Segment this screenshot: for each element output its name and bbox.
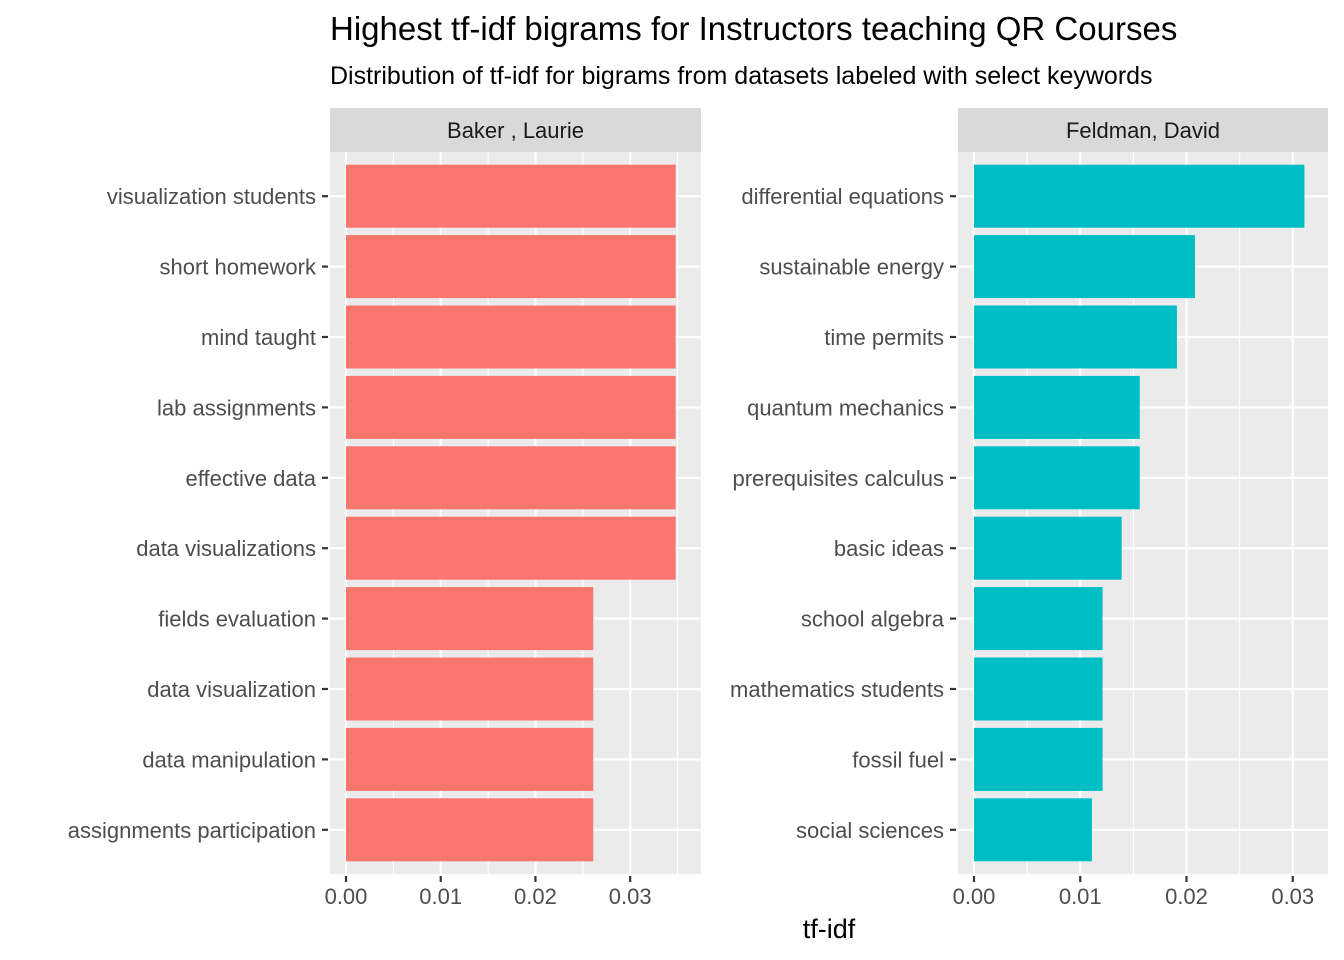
x-tick-label: 0.03 xyxy=(609,884,652,909)
bar xyxy=(974,587,1103,651)
category-label: visualization students xyxy=(107,184,316,209)
bar xyxy=(974,164,1305,228)
category-label: social sciences xyxy=(796,818,944,843)
x-tick-label: 0.00 xyxy=(953,884,996,909)
chart-title: Highest tf-idf bigrams for Instructors t… xyxy=(330,10,1177,47)
facet-panel-1: Baker , Laurie visualization students shor… xyxy=(68,108,701,909)
category-label: data manipulation xyxy=(142,747,316,772)
bar xyxy=(346,446,676,510)
bar xyxy=(346,727,594,791)
category-label: mind taught xyxy=(201,325,316,350)
x-tick-label: 0.03 xyxy=(1271,884,1314,909)
bar xyxy=(346,305,676,369)
facet-strip xyxy=(958,108,1328,152)
bar xyxy=(974,657,1103,721)
chart-subtitle: Distribution of tf-idf for bigrams from … xyxy=(330,62,1153,90)
bar xyxy=(974,727,1103,791)
category-label: school algebra xyxy=(801,607,945,632)
category-label: lab assignments xyxy=(157,395,316,420)
category-label: mathematics students xyxy=(730,677,944,702)
category-label: effective data xyxy=(186,466,317,491)
bar xyxy=(974,235,1195,299)
category-label: prerequisites calculus xyxy=(732,466,944,491)
x-tick-label: 0.02 xyxy=(514,884,557,909)
category-label: basic ideas xyxy=(834,536,944,561)
category-label: differential equations xyxy=(741,184,944,209)
facet-strip-label: Baker , Laurie xyxy=(447,118,584,143)
bar xyxy=(974,375,1140,439)
bar xyxy=(346,375,676,439)
category-label: short homework xyxy=(159,255,317,280)
bar xyxy=(974,446,1140,510)
category-label: fields evaluation xyxy=(158,607,316,632)
bar xyxy=(346,164,676,228)
category-label: data visualization xyxy=(147,677,316,702)
bar xyxy=(346,657,594,721)
x-tick-label: 0.01 xyxy=(419,884,462,909)
bar xyxy=(974,305,1177,369)
category-label: quantum mechanics xyxy=(747,395,944,420)
facet-panel-2: Feldman, David differential equations sust… xyxy=(730,108,1328,909)
facet-strip xyxy=(330,108,701,152)
bar xyxy=(346,235,676,299)
bar xyxy=(346,798,594,862)
category-label: fossil fuel xyxy=(852,747,944,772)
facet-panels: Baker , Laurie visualization students shor… xyxy=(68,108,1328,909)
x-tick-label: 0.00 xyxy=(325,884,368,909)
facet-strip-label: Feldman, David xyxy=(1066,118,1220,143)
bar xyxy=(346,587,594,651)
x-axis-title: tf-idf xyxy=(803,914,856,944)
category-label: sustainable energy xyxy=(759,255,944,280)
bar xyxy=(346,516,676,580)
category-label: assignments participation xyxy=(68,818,316,843)
bar xyxy=(974,798,1092,862)
category-label: data visualizations xyxy=(136,536,316,561)
x-tick-label: 0.02 xyxy=(1165,884,1208,909)
x-tick-label: 0.01 xyxy=(1059,884,1102,909)
bar xyxy=(974,516,1122,580)
category-label: time permits xyxy=(824,325,944,350)
